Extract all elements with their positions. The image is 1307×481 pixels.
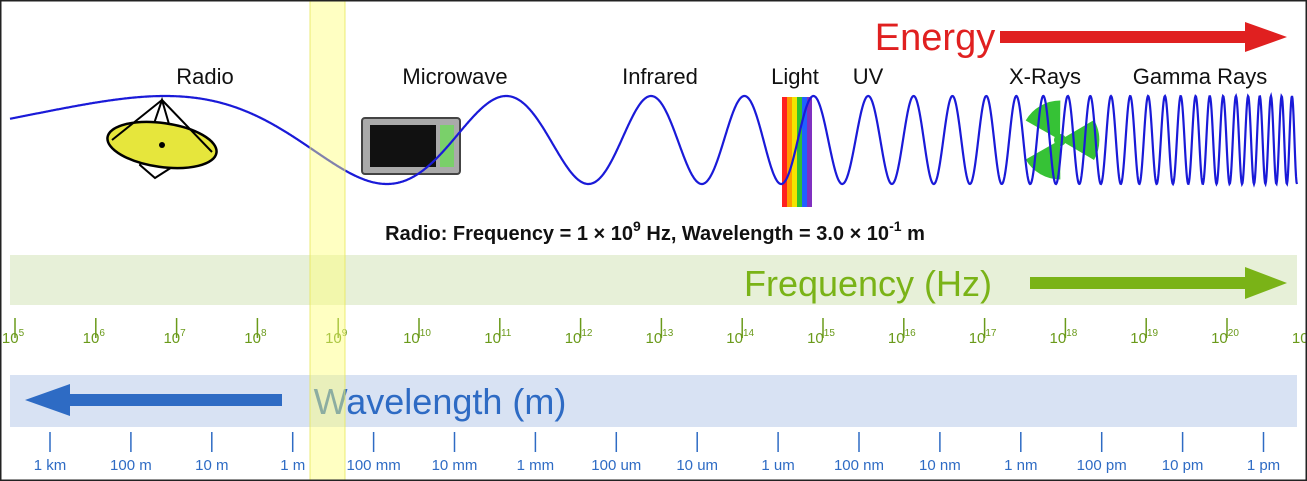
wavelength-tick-label: 1 nm bbox=[1004, 457, 1037, 474]
frequency-tick-label: 106 bbox=[83, 328, 106, 347]
readout: Radio: Frequency = 1 × 109 Hz, Wavelengt… bbox=[385, 218, 925, 245]
wavelength-tick-label: 10 m bbox=[195, 457, 228, 474]
tick-exponent: 6 bbox=[99, 328, 105, 339]
band-label: X-Rays bbox=[1009, 64, 1081, 89]
satellite-dish bbox=[106, 96, 218, 180]
tick-base: 10 bbox=[484, 330, 501, 347]
frequency-tick-label: 105 bbox=[2, 328, 25, 347]
wavelength-tick-label: 10 mm bbox=[432, 457, 478, 474]
tick-exponent: 19 bbox=[1147, 328, 1159, 339]
tick-exponent: 8 bbox=[261, 328, 267, 339]
tick-exponent: 5 bbox=[19, 328, 25, 339]
tick-exponent: 14 bbox=[743, 328, 755, 339]
frequency-tick-label: 1019 bbox=[1130, 328, 1158, 347]
wavelength-tick-label: 100 m bbox=[110, 457, 152, 474]
readout-wavelength-exponent: -1 bbox=[889, 218, 902, 234]
wavelength-tick-label: 100 um bbox=[591, 457, 641, 474]
band-label: Radio bbox=[176, 64, 233, 89]
tick-exponent: 15 bbox=[824, 328, 836, 339]
frequency-tick-label: 1010 bbox=[403, 328, 431, 347]
frequency-tick-label: 108 bbox=[244, 328, 267, 347]
wavelength-tick-label: 1 pm bbox=[1247, 457, 1280, 474]
tick-base: 10 bbox=[163, 330, 180, 347]
frequency-tick-label: 1014 bbox=[726, 328, 754, 347]
frequency-tick-label: 1021 bbox=[1292, 328, 1307, 347]
tick-base: 10 bbox=[565, 330, 582, 347]
microwave-icon bbox=[361, 117, 461, 175]
frequency-arrow bbox=[1030, 267, 1287, 299]
tick-exponent: 20 bbox=[1228, 328, 1240, 339]
tick-base: 10 bbox=[1049, 330, 1066, 347]
readout-name: Radio: bbox=[385, 223, 447, 245]
wave bbox=[9, 92, 1299, 188]
readout-wavelength: Hz, Wavelength = 3.0 × 10 bbox=[641, 223, 889, 245]
wavelength-tick-label: 100 nm bbox=[834, 457, 884, 474]
wavelength-tick-label: 1 m bbox=[280, 457, 305, 474]
frequency-tick-label: 1012 bbox=[565, 328, 593, 347]
tick-base: 10 bbox=[403, 330, 420, 347]
wavelength-tick-label: 1 um bbox=[761, 457, 794, 474]
light-spectrum bbox=[782, 97, 812, 207]
wavelength-arrow bbox=[25, 384, 282, 416]
wavelength-tick-label: 100 mm bbox=[347, 457, 401, 474]
tick-base: 10 bbox=[244, 330, 261, 347]
readout-unit: m bbox=[902, 223, 925, 245]
band-label: Light bbox=[771, 64, 819, 89]
wavelength-tick-label: 1 mm bbox=[517, 457, 555, 474]
tick-base: 10 bbox=[325, 330, 342, 347]
frequency-tick-label: 1015 bbox=[807, 328, 835, 347]
frequency-tick-label: 1016 bbox=[888, 328, 916, 347]
frequency-label: Frequency (Hz) bbox=[744, 263, 992, 304]
tick-base: 10 bbox=[888, 330, 905, 347]
tick-exponent: 13 bbox=[662, 328, 674, 339]
tick-base: 10 bbox=[807, 330, 824, 347]
wavelength-tick-label: 10 pm bbox=[1162, 457, 1204, 474]
tick-base: 10 bbox=[83, 330, 100, 347]
frequency-tick-label: 1013 bbox=[645, 328, 673, 347]
frequency-tick-label: 1011 bbox=[484, 328, 512, 347]
readout-frequency-exponent: 9 bbox=[633, 218, 641, 234]
frequency-tick-label: 107 bbox=[163, 328, 186, 347]
tick-base: 10 bbox=[645, 330, 662, 347]
tick-exponent: 11 bbox=[501, 328, 512, 339]
frequency-slider[interactable] bbox=[309, 0, 346, 481]
wavelength-tick-label: 10 um bbox=[676, 457, 718, 474]
wavelength-tick-label: 10 nm bbox=[919, 457, 961, 474]
wavelength-tick-label: 1 km bbox=[34, 457, 67, 474]
tick-base: 10 bbox=[1292, 330, 1307, 347]
tick-exponent: 7 bbox=[180, 328, 186, 339]
tick-exponent: 18 bbox=[1066, 328, 1078, 339]
band-label: Gamma Rays bbox=[1133, 64, 1267, 89]
tick-exponent: 16 bbox=[905, 328, 917, 339]
tick-exponent: 17 bbox=[985, 328, 997, 339]
readout-frequency: Frequency = 1 × 10 bbox=[447, 223, 633, 245]
band-label: Infrared bbox=[622, 64, 698, 89]
frequency-tick-label: 1017 bbox=[969, 328, 997, 347]
tick-base: 10 bbox=[726, 330, 743, 347]
tick-base: 10 bbox=[1211, 330, 1228, 347]
energy-arrow bbox=[1000, 22, 1287, 52]
tick-exponent: 12 bbox=[581, 328, 593, 339]
band-label: UV bbox=[853, 64, 884, 89]
tick-base: 10 bbox=[2, 330, 19, 347]
tick-exponent: 10 bbox=[420, 328, 432, 339]
energy-label: Energy bbox=[875, 17, 995, 59]
wavelength-label: Wavelength (m) bbox=[314, 381, 567, 422]
wavelength-tick-label: 100 pm bbox=[1077, 457, 1127, 474]
frequency-tick-label: 1018 bbox=[1049, 328, 1077, 347]
band-label: Microwave bbox=[402, 64, 507, 89]
tick-base: 10 bbox=[969, 330, 986, 347]
frequency-tick-label: 1020 bbox=[1211, 328, 1239, 347]
tick-base: 10 bbox=[1130, 330, 1147, 347]
